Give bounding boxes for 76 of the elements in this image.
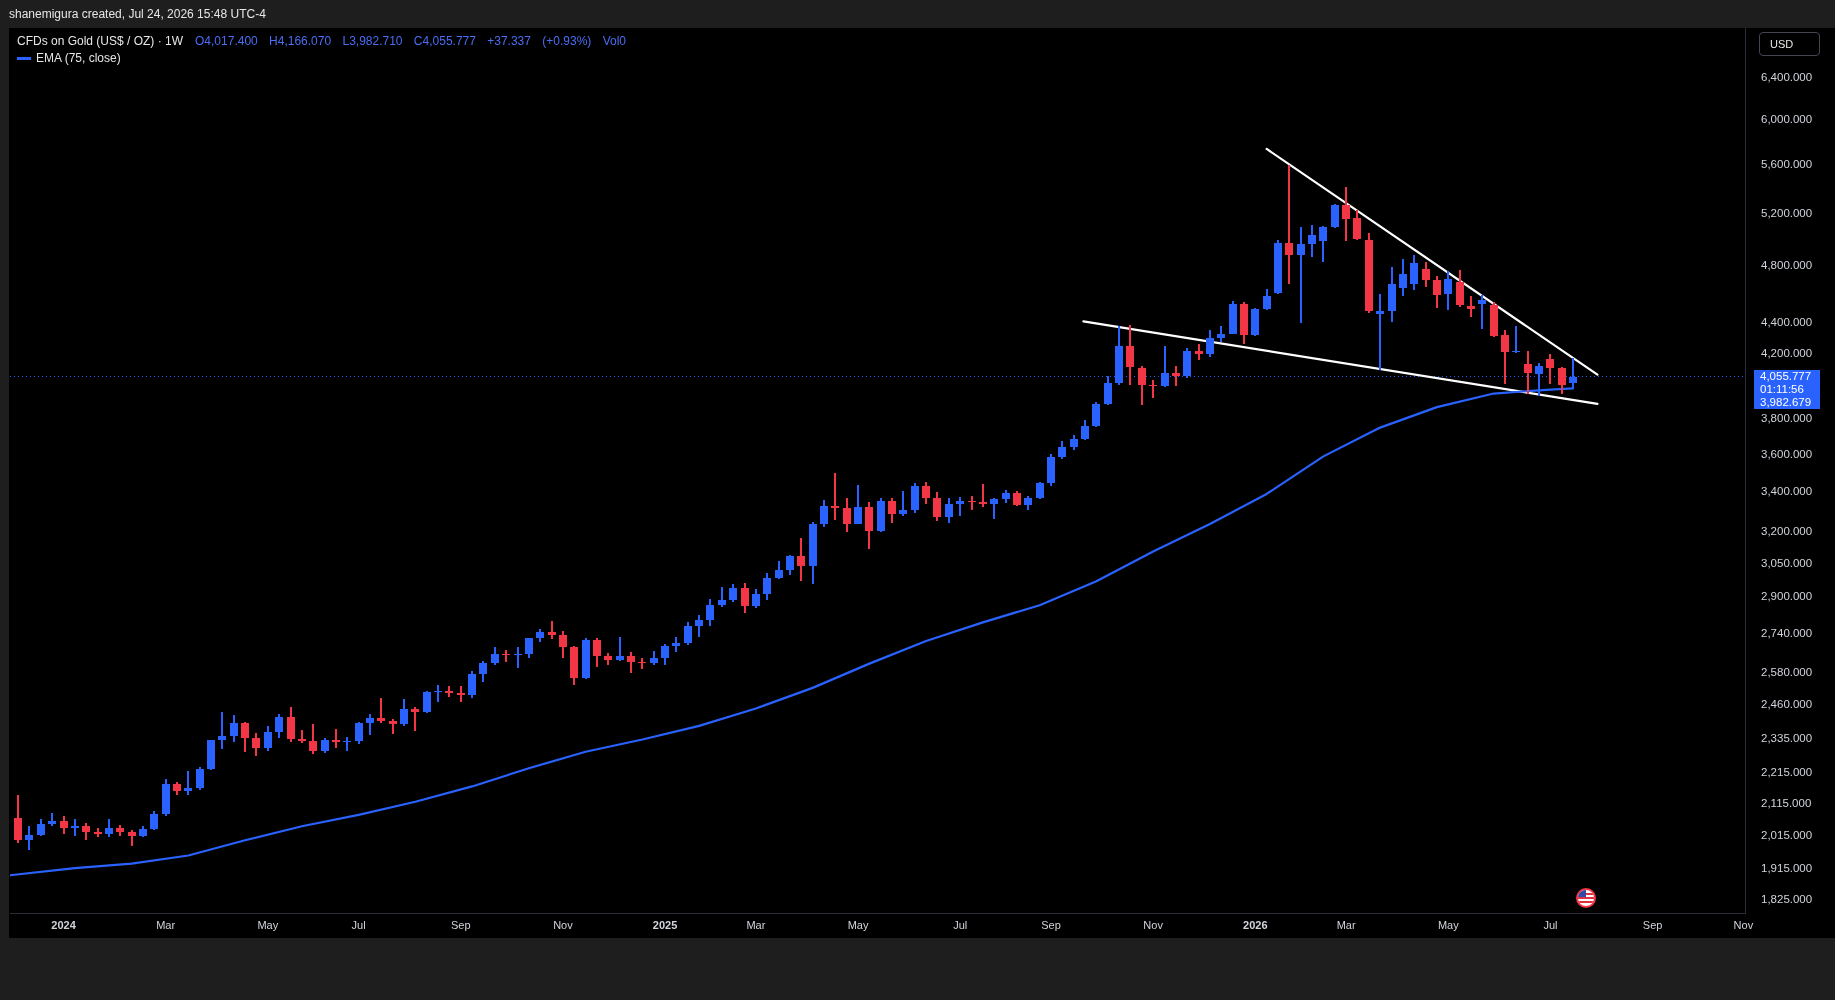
y-tick-label: 3,050.000	[1761, 556, 1813, 569]
y-tick-label: 2,900.000	[1761, 589, 1813, 602]
candlestick	[1478, 295, 1486, 329]
candlestick	[71, 819, 79, 836]
candlestick	[548, 621, 556, 639]
candlestick	[956, 497, 964, 516]
y-tick-label: 6,400.000	[1761, 70, 1813, 83]
x-tick-label: Nov	[1143, 918, 1164, 931]
candlestick	[411, 707, 419, 731]
y-tick-label: 6,000.000	[1761, 112, 1813, 125]
y-tick-label: 1,915.000	[1761, 861, 1813, 874]
legend-label: EMA (75, close)	[36, 51, 121, 65]
x-tick-label: 2024	[51, 918, 77, 931]
y-tick-label: 3,400.000	[1761, 485, 1813, 498]
candlestick	[218, 712, 226, 749]
y-tick-label: 2,460.000	[1761, 697, 1813, 710]
y-tick-label: 4,800.000	[1761, 259, 1813, 272]
candlestick	[1297, 227, 1305, 323]
annotation: O4,017.400 H4,166.070 L3,982.710 C4,055.777 +37.337 (+0.93%) Vol0	[195, 34, 627, 48]
candlestick	[514, 647, 522, 668]
x-tick-label: Mar	[1336, 918, 1356, 931]
x-tick-label: 2025	[652, 918, 678, 931]
y-tick-label: 5,600.000	[1761, 158, 1813, 171]
candlestick	[298, 730, 306, 743]
candlestick	[377, 698, 385, 723]
x-tick-label: Jul	[351, 918, 366, 931]
candlestick	[1467, 296, 1475, 317]
y-tick-label: 4,400.000	[1761, 316, 1813, 329]
candlestick	[434, 685, 442, 702]
y-tick-label: 2,335.000	[1761, 731, 1813, 744]
x-tick-label: Jul	[1543, 918, 1558, 931]
candlestick	[502, 650, 510, 662]
candlestick	[1512, 326, 1520, 353]
x-tick-label: Mar	[156, 918, 176, 931]
text: CFDs on Gold (US$ / OZ) · 1W	[17, 34, 184, 48]
x-tick-label: May	[1437, 918, 1460, 931]
candlestick	[457, 686, 465, 702]
y-tick-label: 2,115.000	[1761, 796, 1812, 809]
candlestick	[831, 473, 839, 520]
x-tick-label: Nov	[1733, 918, 1754, 931]
x-tick-label: Jul	[953, 918, 968, 931]
x-tick-label: Nov	[553, 918, 574, 931]
x-tick-label: May	[257, 918, 279, 931]
x-tick-label: 2026	[1243, 918, 1268, 931]
y-tick-label: 1,825.000	[1761, 893, 1813, 906]
x-tick-label: Sep	[1041, 918, 1061, 931]
candlestick	[1149, 380, 1157, 398]
candlestick	[968, 496, 976, 510]
x-tick-label: May	[847, 918, 869, 931]
candlestick	[899, 491, 907, 516]
y-tick-label: 3,200.000	[1761, 525, 1813, 538]
x-tick-label: Sep	[1642, 918, 1663, 931]
y-axis-title: USD	[1759, 32, 1820, 56]
x-tick-label: Sep	[450, 918, 471, 931]
y-tick-label: 3,800.000	[1761, 412, 1813, 425]
candlestick	[1285, 165, 1293, 284]
ref-line-label: 4,055.777	[1760, 370, 1812, 383]
candlestick	[184, 771, 192, 795]
y-tick-label: 2,580.000	[1761, 666, 1813, 679]
candlestick	[1172, 366, 1180, 386]
candlestick	[638, 658, 646, 669]
text: 3,982.679	[1760, 396, 1812, 409]
y-tick-label: 2,015.000	[1761, 828, 1813, 841]
y-tick-label: 2,740.000	[1761, 626, 1813, 639]
y-tick-label: 2,215.000	[1761, 766, 1813, 779]
y-tick-label: 5,200.000	[1761, 206, 1813, 219]
text: 01:11:56	[1760, 383, 1804, 396]
x-tick-label: Mar	[746, 918, 766, 931]
text: shanemigura created, Jul 24, 2026 15:48 UTC-4	[8, 6, 267, 23]
candlestick	[343, 737, 351, 751]
y-tick-label: 4,200.000	[1761, 346, 1813, 359]
candlestick	[979, 484, 987, 507]
candlestick	[332, 729, 340, 748]
candlestick	[1376, 294, 1384, 370]
candlestick	[616, 637, 624, 661]
y-tick-label: 3,600.000	[1761, 447, 1813, 460]
